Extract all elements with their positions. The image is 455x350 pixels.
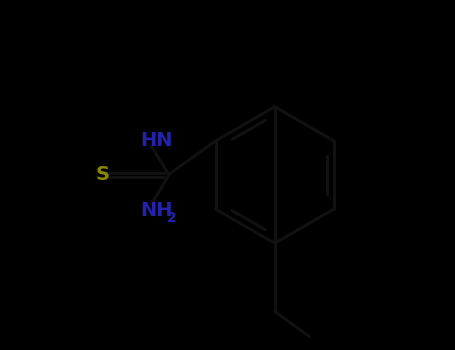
Text: S: S: [96, 166, 110, 184]
Text: 2: 2: [167, 211, 177, 225]
Text: NH: NH: [141, 201, 173, 219]
Text: HN: HN: [141, 131, 173, 150]
